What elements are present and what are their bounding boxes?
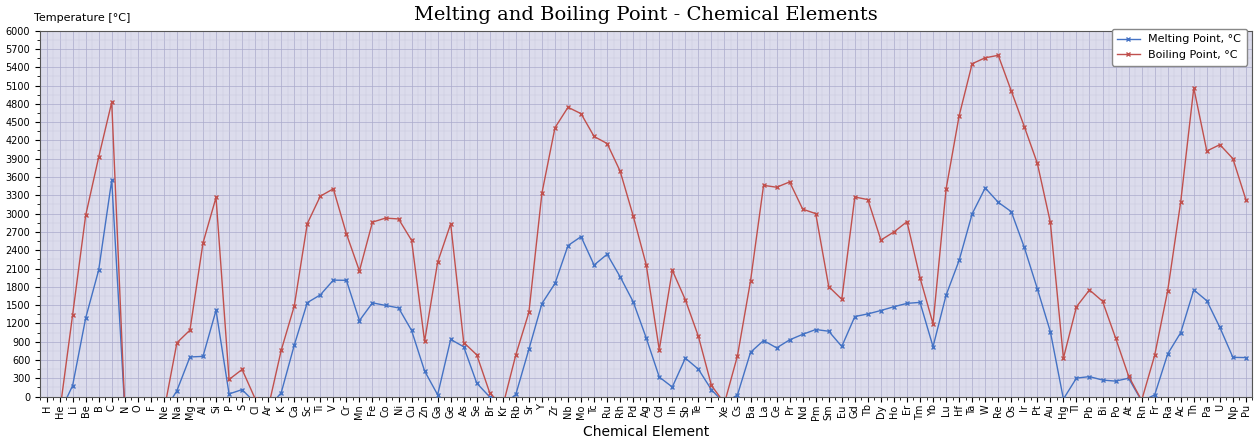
Melting Point, °C bbox=[664, 384, 679, 390]
Line: Boiling Point, °C: Boiling Point, °C bbox=[44, 53, 1248, 416]
X-axis label: Chemical Element: Chemical Element bbox=[584, 425, 710, 440]
Legend: Melting Point, °C, Boiling Point, °C: Melting Point, °C, Boiling Point, °C bbox=[1112, 29, 1247, 65]
Melting Point, °C bbox=[104, 178, 120, 183]
Melting Point, °C bbox=[52, 411, 67, 416]
Line: Melting Point, °C: Melting Point, °C bbox=[44, 178, 1248, 416]
Boiling Point, °C bbox=[1238, 197, 1253, 202]
Title: Melting and Boiling Point - Chemical Elements: Melting and Boiling Point - Chemical Ele… bbox=[414, 5, 878, 24]
Boiling Point, °C bbox=[248, 396, 263, 401]
Boiling Point, °C bbox=[39, 409, 54, 415]
Melting Point, °C bbox=[899, 301, 915, 306]
Boiling Point, °C bbox=[1016, 124, 1032, 129]
Melting Point, °C bbox=[221, 391, 237, 396]
Boiling Point, °C bbox=[991, 53, 1006, 58]
Boiling Point, °C bbox=[887, 229, 902, 235]
Boiling Point, °C bbox=[52, 410, 67, 416]
Text: Temperature [°C]: Temperature [°C] bbox=[34, 13, 131, 23]
Boiling Point, °C bbox=[652, 347, 667, 352]
Melting Point, °C bbox=[260, 405, 276, 411]
Melting Point, °C bbox=[1016, 245, 1032, 250]
Boiling Point, °C bbox=[299, 221, 314, 227]
Melting Point, °C bbox=[39, 410, 54, 415]
Boiling Point, °C bbox=[209, 195, 224, 200]
Melting Point, °C bbox=[1238, 355, 1253, 360]
Melting Point, °C bbox=[313, 292, 328, 298]
